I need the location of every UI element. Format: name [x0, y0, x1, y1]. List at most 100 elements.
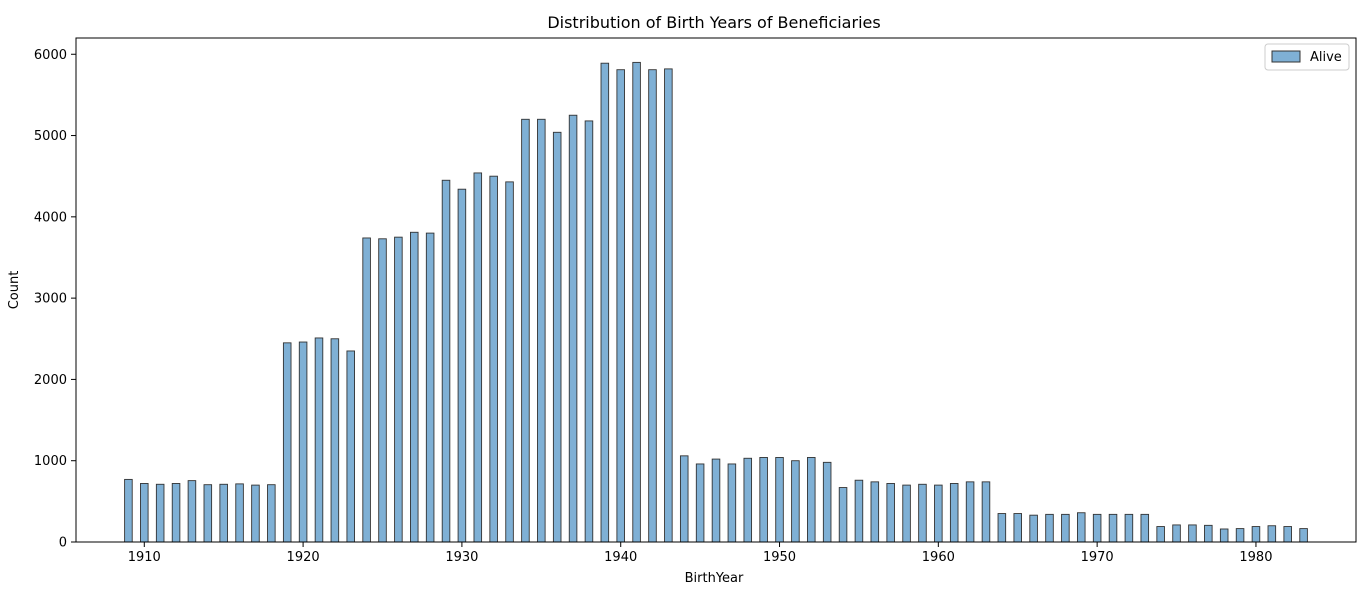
bar-1917: [251, 484, 260, 543]
bar-1955: [854, 479, 864, 543]
bar-1951: [791, 460, 800, 543]
bar-1922: [330, 338, 340, 543]
bar-1964: [997, 513, 1007, 543]
x-axis-label: BirthYear: [685, 571, 744, 586]
y-tick-label: 2000: [34, 373, 67, 388]
x-tick-label: 1970: [1081, 550, 1114, 565]
bar-1959: [918, 483, 927, 543]
bar-1958: [902, 484, 911, 543]
x-tick-label: 1950: [763, 550, 796, 565]
x-tick-label: 1920: [287, 550, 320, 565]
bar-1978: [1219, 528, 1229, 543]
y-tick-label: 4000: [34, 210, 67, 225]
bar-1945: [695, 463, 705, 543]
chart-title: Distribution of Birth Years of Beneficia…: [547, 13, 880, 32]
x-tick-label: 1930: [445, 550, 478, 565]
bar-1931: [473, 172, 483, 543]
bar-1916: [235, 483, 244, 543]
bar-1927: [410, 231, 419, 543]
bar-1923: [346, 350, 355, 543]
bar-1946: [711, 458, 721, 543]
bar-1980: [1251, 526, 1261, 543]
bar-1911: [155, 483, 165, 543]
y-tick-label: 6000: [34, 48, 67, 63]
bar-1909: [124, 478, 133, 543]
bar-1914: [203, 484, 213, 543]
bar-1983: [1299, 528, 1308, 543]
bar-1954: [838, 487, 848, 543]
bar-1932: [489, 175, 498, 543]
bar-1968: [1061, 513, 1070, 543]
x-tick-label: 1980: [1239, 550, 1272, 565]
bar-1939: [600, 62, 610, 543]
bar-1976: [1188, 524, 1197, 543]
bar-1937: [568, 114, 578, 543]
x-tick-label: 1940: [604, 550, 637, 565]
bar-1970: [1092, 513, 1102, 543]
bar-1969: [1076, 512, 1086, 543]
bar-1918: [267, 484, 276, 543]
bar-1957: [886, 483, 895, 543]
bar-1926: [394, 236, 403, 543]
bar-1973: [1140, 513, 1150, 543]
bar-1919: [282, 342, 292, 543]
y-axis-label: Count: [7, 271, 22, 310]
bar-1949: [759, 457, 768, 543]
y-tick-label: 3000: [34, 292, 67, 307]
bar-1965: [1013, 513, 1022, 543]
plot-frame: [75, 37, 1357, 543]
bar-1944: [679, 455, 689, 543]
bar-1947: [727, 463, 737, 543]
y-tick-label: 5000: [34, 129, 67, 144]
bar-1952: [807, 457, 816, 543]
bar-1956: [870, 481, 880, 543]
bar-1921: [314, 337, 324, 543]
y-tick-label: 0: [59, 536, 67, 551]
bar-1938: [584, 120, 594, 543]
bar-1942: [648, 69, 657, 543]
bar-1941: [632, 61, 641, 543]
bar-1910: [140, 483, 149, 543]
bar-1972: [1124, 513, 1134, 543]
bar-1936: [552, 131, 562, 543]
bar-1925: [378, 238, 387, 543]
bar-1915: [219, 483, 228, 543]
bar-1940: [616, 69, 625, 543]
bar-1929: [441, 179, 451, 543]
bar-1966: [1029, 514, 1038, 543]
x-tick-label: 1960: [922, 550, 955, 565]
bar-1975: [1172, 524, 1181, 543]
bar-1943: [664, 68, 673, 543]
bar-1960: [934, 484, 943, 543]
bar-1950: [775, 457, 784, 543]
bar-1953: [822, 461, 832, 543]
bar-1924: [362, 237, 371, 543]
y-tick-label: 1000: [34, 454, 67, 469]
legend-swatch: [1271, 50, 1301, 63]
bar-1979: [1235, 528, 1245, 543]
x-tick-label: 1910: [128, 550, 161, 565]
bar-1981: [1267, 525, 1277, 543]
bar-1963: [981, 481, 991, 543]
bar-1928: [425, 232, 435, 543]
bar-1982: [1283, 526, 1292, 543]
bar-1961: [949, 483, 959, 543]
legend-label: Alive: [1310, 50, 1342, 65]
bar-1971: [1108, 513, 1118, 543]
bar-1913: [187, 480, 197, 543]
bar-1934: [521, 118, 530, 543]
x-axis-ticks: 1910 1920 1930 1940 1950 1960 1970 1980: [128, 542, 1272, 565]
bar-1977: [1204, 524, 1213, 543]
y-axis-ticks: 0 1000 2000 3000 4000 5000 6000: [34, 48, 76, 551]
bar-1930: [457, 188, 467, 543]
bar-1967: [1045, 513, 1054, 543]
bar-1933: [505, 181, 514, 543]
bar-1948: [743, 457, 753, 543]
bar-1962: [965, 481, 975, 543]
bar-1974: [1156, 526, 1165, 543]
bar-1935: [537, 118, 546, 543]
legend: Alive: [1264, 43, 1350, 71]
bar-1920: [298, 341, 308, 543]
